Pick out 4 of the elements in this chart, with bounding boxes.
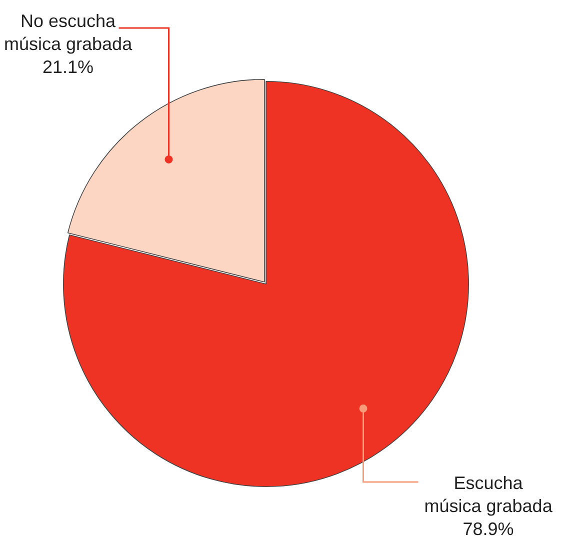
slice-label: Escucha música grabada [424, 472, 554, 516]
data-label: 78.9% [462, 518, 514, 539]
data-label: 21.1% [42, 56, 94, 77]
slice-label: No escucha música grabada [4, 10, 134, 54]
